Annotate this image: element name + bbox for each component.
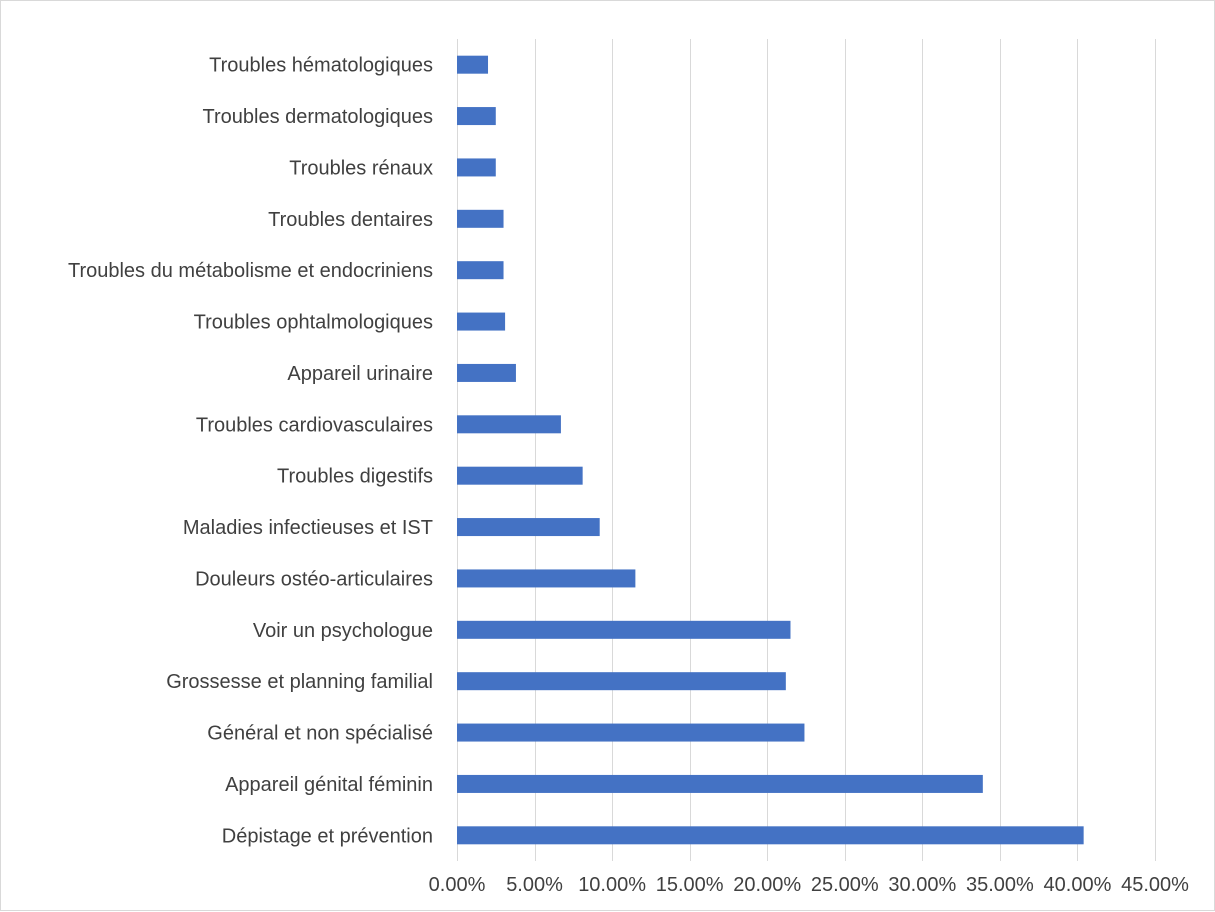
category-label: Dépistage et prévention	[222, 825, 433, 847]
bar	[457, 518, 600, 537]
x-tick-label: 20.00%	[733, 874, 801, 896]
x-tick-label: 25.00%	[811, 874, 879, 896]
bars	[457, 55, 1084, 845]
bar	[457, 261, 504, 280]
bar	[457, 209, 504, 228]
category-label: Grossesse et planning familial	[166, 671, 433, 693]
category-label: Troubles cardiovasculaires	[196, 414, 433, 436]
category-label: Douleurs ostéo-articulaires	[195, 568, 433, 590]
x-tick-label: 35.00%	[966, 874, 1034, 896]
category-label: Troubles hématologiques	[209, 55, 433, 77]
bar	[457, 415, 561, 434]
category-label: Troubles dermatologiques	[203, 106, 434, 128]
bar	[457, 312, 506, 331]
bar	[457, 158, 496, 177]
bar	[457, 672, 786, 691]
bar	[457, 826, 1084, 845]
category-label: Troubles digestifs	[277, 466, 433, 488]
x-tick-label: 15.00%	[656, 874, 724, 896]
category-label: Appareil génital féminin	[225, 774, 433, 796]
category-label: Général et non spécialisé	[207, 723, 433, 745]
bar	[457, 569, 636, 588]
category-label: Troubles ophtalmologiques	[194, 312, 433, 334]
category-label: Troubles rénaux	[289, 157, 433, 179]
x-tick-label: 40.00%	[1044, 874, 1112, 896]
bar	[457, 466, 583, 485]
x-tick-label: 0.00%	[429, 874, 486, 896]
category-label: Troubles du métabolisme et endocriniens	[68, 260, 433, 282]
x-axis-tick-labels: 0.00% 5.00% 10.00% 15.00% 20.00% 25.00% 30.00%…	[429, 874, 1189, 896]
x-tick-label: 5.00%	[506, 874, 563, 896]
bar	[457, 55, 489, 74]
category-label: Appareil urinaire	[287, 363, 433, 385]
x-tick-label: 10.00%	[578, 874, 646, 896]
bar	[457, 620, 791, 639]
category-labels: Dépistage et prévention Appareil génital …	[68, 55, 433, 848]
x-tick-label: 30.00%	[888, 874, 956, 896]
bar	[457, 363, 516, 382]
bar	[457, 723, 805, 742]
bar	[457, 774, 983, 793]
category-label: Voir un psychologue	[253, 620, 433, 642]
category-label: Troubles dentaires	[268, 209, 433, 231]
x-tick-label: 45.00%	[1121, 874, 1189, 896]
bar	[457, 107, 496, 126]
grid-lines	[457, 39, 1156, 861]
category-label: Maladies infectieuses et IST	[183, 517, 433, 539]
